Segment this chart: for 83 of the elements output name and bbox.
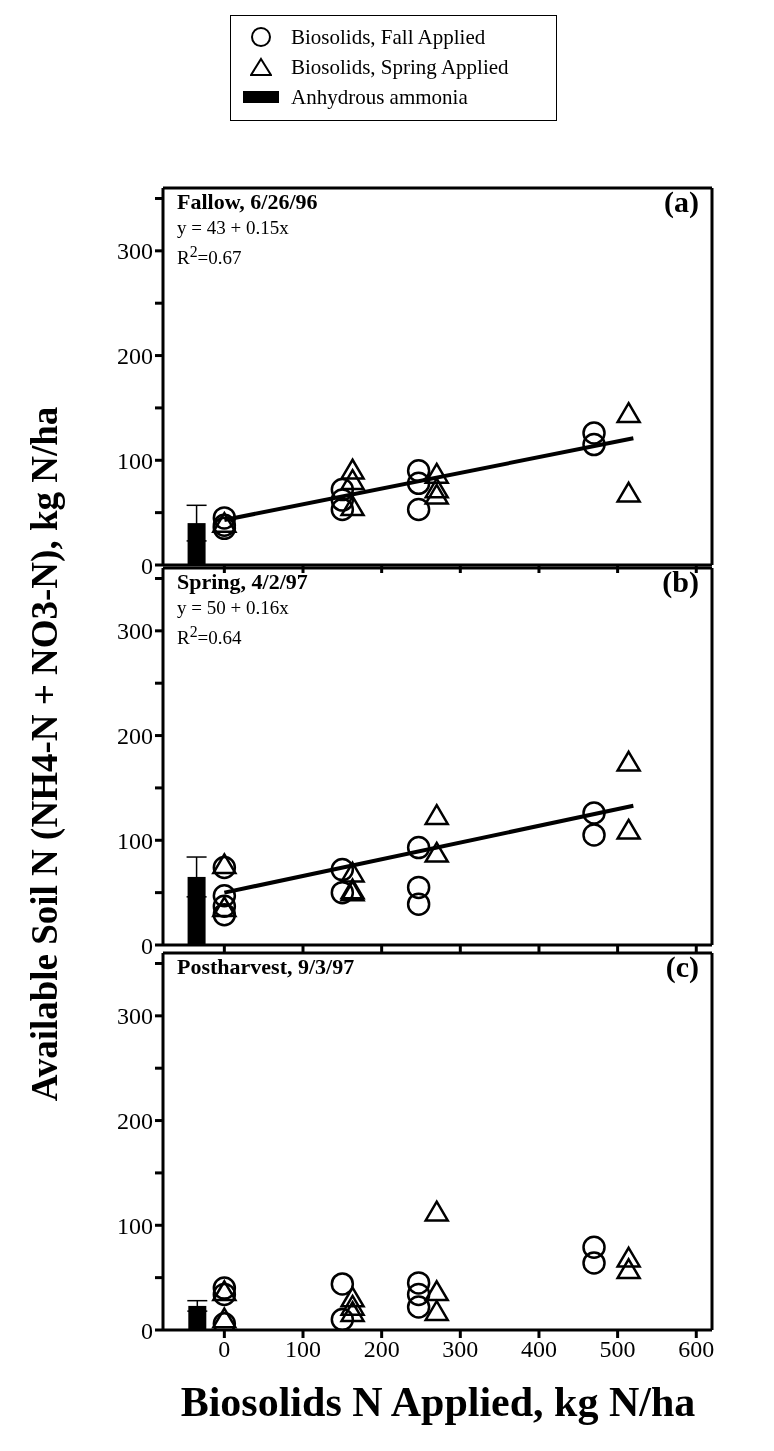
y-tick-label: 100 [117, 447, 153, 474]
point [616, 750, 641, 772]
point [616, 818, 641, 840]
point [406, 1271, 431, 1295]
x-tick-label: 200 [363, 1336, 400, 1363]
point [582, 1251, 606, 1275]
y-tick-label: 300 [117, 1003, 153, 1030]
point [424, 1280, 449, 1302]
y-tick-label: 0 [141, 552, 153, 579]
point [212, 884, 237, 908]
point [424, 477, 449, 499]
point [424, 841, 449, 863]
point [582, 1235, 606, 1260]
x-tick-label: 500 [599, 1336, 636, 1363]
x-tick-label: 300 [442, 1336, 479, 1363]
point [330, 477, 355, 502]
point [330, 857, 355, 882]
point [424, 462, 449, 484]
chart-title: Spring, 4/2/97 [177, 569, 308, 595]
point [406, 497, 431, 522]
point [212, 902, 237, 927]
point [406, 892, 431, 916]
point [424, 483, 449, 505]
point [424, 1200, 449, 1222]
chart-title: Fallow, 6/26/96 [177, 189, 318, 215]
legend-label: Anhydrous ammonia [291, 84, 468, 110]
y-tick-label: 0 [141, 1317, 153, 1344]
chart-title: Postharvest, 9/3/97 [177, 954, 355, 980]
point [406, 1295, 431, 1319]
annotation: (b) [662, 565, 699, 599]
point [340, 1294, 365, 1316]
legend-label: Biosolids, Spring Applied [291, 54, 509, 80]
x-tick-label: 0 [218, 1336, 231, 1363]
point [424, 1299, 449, 1322]
y-tick-label: 200 [117, 723, 153, 750]
annotation: (c) [665, 950, 699, 984]
point [406, 835, 431, 860]
point [330, 1307, 355, 1330]
y-tick-label: 300 [117, 618, 153, 645]
annotation: y = 43 + 0.15x [177, 217, 289, 239]
point [212, 506, 237, 530]
point [582, 421, 606, 445]
point [340, 1300, 365, 1323]
x-axis-title: Biosolids N Applied, kg N/ha [179, 1378, 697, 1426]
point [340, 861, 365, 883]
x-tick-label: 600 [678, 1336, 715, 1363]
legend-label: Biosolids, Fall Applied [291, 24, 486, 50]
point [616, 401, 641, 424]
point [212, 853, 237, 875]
x-tick-label: 400 [520, 1336, 557, 1363]
point [582, 823, 606, 847]
point [406, 459, 431, 483]
annotation: R$^{2}$=0.67 [177, 242, 242, 270]
point [616, 481, 641, 503]
y-tick-label: 200 [117, 1108, 153, 1135]
annotation: y = 50 + 0.16x [177, 597, 289, 619]
point [616, 1246, 641, 1268]
x-tick-label: 100 [285, 1336, 321, 1363]
annotation: R$^{2}$=0.64 [177, 622, 242, 650]
point [212, 855, 237, 880]
point [330, 497, 355, 522]
y-tick-label: 0 [141, 932, 153, 959]
point [340, 458, 365, 480]
y-axis-title: Available Soil N (NH4-N + NO3-N), kg N/ha [23, 405, 66, 1104]
point [582, 801, 606, 825]
y-tick-label: 300 [117, 238, 153, 265]
annotation: (a) [664, 185, 699, 219]
y-tick-label: 100 [117, 827, 153, 854]
point [406, 875, 431, 900]
point [330, 488, 355, 512]
point [424, 803, 449, 826]
point [406, 1282, 431, 1307]
point [212, 1282, 237, 1307]
point [340, 468, 365, 491]
point [406, 471, 431, 496]
point [340, 1286, 365, 1308]
y-tick-label: 100 [117, 1212, 153, 1239]
point [616, 1258, 641, 1280]
point [330, 880, 355, 905]
point [340, 495, 365, 517]
point [330, 1272, 355, 1296]
y-tick-label: 200 [117, 343, 153, 370]
point [582, 432, 606, 457]
